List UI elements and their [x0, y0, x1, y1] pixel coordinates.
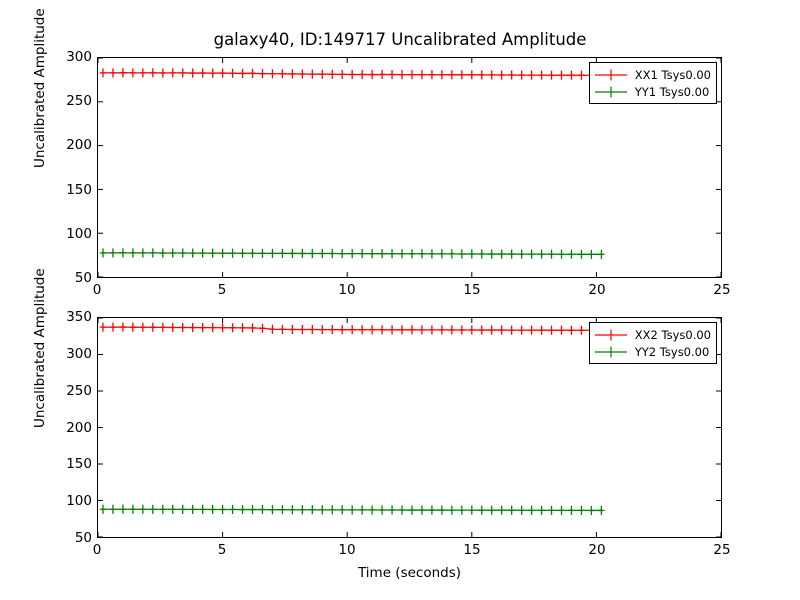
top-plot-area[interactable]: XX1 Tsys0.00 YY1 Tsys0.00 [97, 57, 722, 278]
legend-item-xx2[interactable]: XX2 Tsys0.00 [594, 326, 711, 343]
x-axis-label: Time (seconds) [357, 565, 462, 581]
ytick-label: 300 [66, 49, 92, 65]
xtick-label: 10 [338, 282, 356, 298]
ytick-label: 100 [66, 225, 92, 242]
xtick-label: 15 [463, 282, 481, 298]
legend-item-yy2[interactable]: YY2 Tsys0.00 [594, 343, 711, 360]
xtick-label: 25 [713, 542, 731, 558]
xtick-label: 5 [217, 282, 227, 298]
ytick-label: 50 [74, 530, 92, 546]
ytick-label: 250 [66, 93, 92, 110]
xtick-label: 20 [588, 542, 606, 558]
xtick-label: 15 [463, 542, 481, 558]
legend-item-yy1[interactable]: YY1 Tsys0.00 [594, 83, 711, 100]
xtick-label: 25 [713, 282, 731, 298]
legend-line-marker-icon [594, 85, 628, 99]
ytick-label: 150 [66, 456, 92, 473]
legend-label-xx2: XX2 Tsys0.00 [634, 327, 711, 342]
xtick-label: 0 [92, 282, 102, 298]
top-legend[interactable]: XX1 Tsys0.00 YY1 Tsys0.00 [588, 62, 717, 104]
legend-label-yy2: YY2 Tsys0.00 [634, 344, 710, 359]
legend-line-marker-icon [594, 345, 628, 359]
bottom-legend[interactable]: XX2 Tsys0.00 YY2 Tsys0.00 [588, 322, 717, 364]
legend-line-marker-icon [594, 328, 628, 342]
xtick-label: 10 [338, 542, 356, 558]
legend-line-marker-icon [594, 68, 628, 82]
legend-label-yy1: YY1 Tsys0.00 [634, 84, 710, 99]
xtick-label: 0 [92, 542, 102, 558]
ytick-label: 50 [74, 270, 92, 286]
legend-label-xx1: XX1 Tsys0.00 [634, 67, 711, 82]
ytick-label: 200 [66, 419, 92, 436]
bottom-plot-area[interactable]: XX2 Tsys0.00 YY2 Tsys0.00 [97, 317, 722, 538]
ytick-label: 350 [66, 309, 92, 325]
xtick-label: 5 [217, 542, 227, 558]
ytick-label: 250 [66, 382, 92, 399]
ytick-label: 200 [66, 137, 92, 154]
xtick-label: 20 [588, 282, 606, 298]
ytick-label: 100 [66, 493, 92, 510]
page-title: galaxy40, ID:149717 Uncalibrated Amplitu… [213, 30, 587, 49]
ytick-label: 300 [66, 345, 92, 362]
bottom-y-axis-label: Uncalibrated Amplitude [32, 268, 48, 428]
top-ytick-label-group: 50 100 150 200 250 300 [0, 0, 97, 600]
bottom-ytick-label-group: 50 100 150 200 250 300 350 [0, 0, 97, 600]
ytick-label: 150 [66, 181, 92, 198]
top-series-canvas [97, 57, 722, 278]
legend-item-xx1[interactable]: XX1 Tsys0.00 [594, 66, 711, 83]
